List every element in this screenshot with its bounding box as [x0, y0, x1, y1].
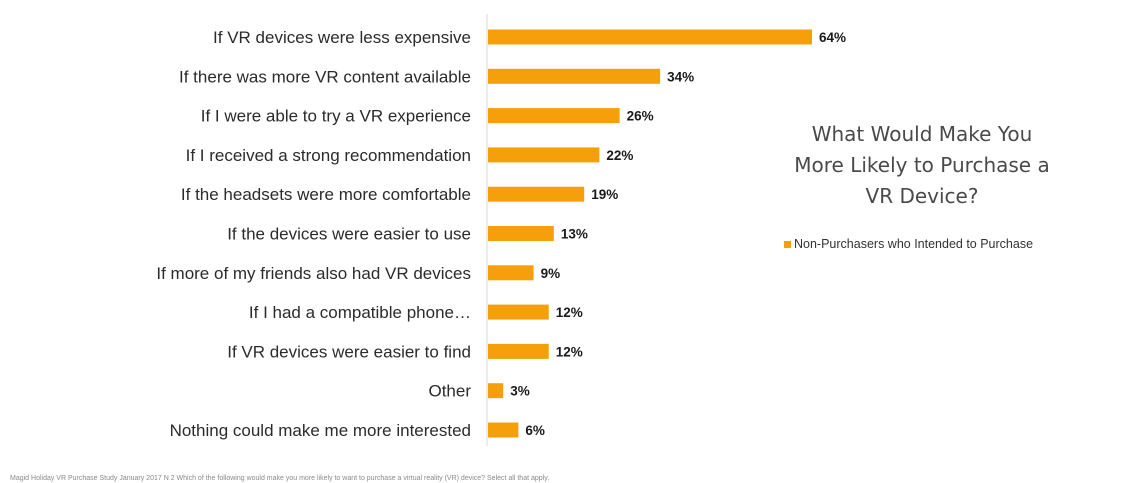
- category-label: Other: [428, 382, 471, 401]
- chart-title-line: More Likely to Purchase a: [794, 153, 1049, 177]
- data-label: 34%: [667, 69, 694, 84]
- category-label: Nothing could make me more interested: [170, 421, 471, 440]
- bar: [488, 304, 549, 320]
- legend-swatch: [784, 241, 791, 248]
- data-label: 64%: [819, 30, 846, 45]
- data-label: 12%: [556, 305, 583, 320]
- category-label: If I had a compatible phone…: [249, 303, 471, 322]
- footnote: Magid Holiday VR Purchase Study January …: [10, 475, 549, 482]
- data-label: 6%: [525, 423, 545, 438]
- bar: [488, 422, 519, 438]
- data-label: 22%: [606, 148, 633, 163]
- data-label: 19%: [591, 187, 618, 202]
- category-label: If VR devices were easier to find: [227, 342, 471, 361]
- bar: [488, 226, 554, 241]
- data-label: 9%: [541, 266, 561, 281]
- bar: [488, 383, 504, 399]
- chart-title: What Would Make You More Likely to Purcha…: [794, 122, 1049, 208]
- bar: [488, 186, 585, 202]
- bar: [488, 265, 534, 281]
- bars-group: If VR devices were less expensive 64% If t…: [156, 28, 846, 440]
- data-label: 13%: [561, 227, 588, 242]
- data-label: 12%: [556, 344, 583, 359]
- data-label: 3%: [510, 384, 530, 399]
- data-label: 26%: [627, 109, 654, 124]
- legend: Non-Purchasers who Intended to Purchase: [784, 237, 1033, 251]
- chart-title-line: What Would Make You: [812, 122, 1033, 146]
- category-label: If there was more VR content available: [179, 67, 471, 86]
- category-label: If the devices were easier to use: [227, 225, 471, 244]
- bar: [488, 108, 620, 124]
- category-label: If more of my friends also had VR device…: [156, 264, 471, 283]
- category-label: If VR devices were less expensive: [213, 28, 471, 47]
- bar: [488, 29, 812, 45]
- category-label: If I received a strong recommendation: [186, 146, 471, 165]
- bar: [488, 68, 661, 84]
- legend-label: Non-Purchasers who Intended to Purchase: [794, 237, 1033, 251]
- category-label: If the headsets were more comfortable: [181, 185, 471, 204]
- chart-title-line: VR Device?: [866, 184, 979, 208]
- bar: [488, 147, 600, 163]
- bar: [488, 343, 549, 359]
- category-label: If I were able to try a VR experience: [201, 107, 471, 126]
